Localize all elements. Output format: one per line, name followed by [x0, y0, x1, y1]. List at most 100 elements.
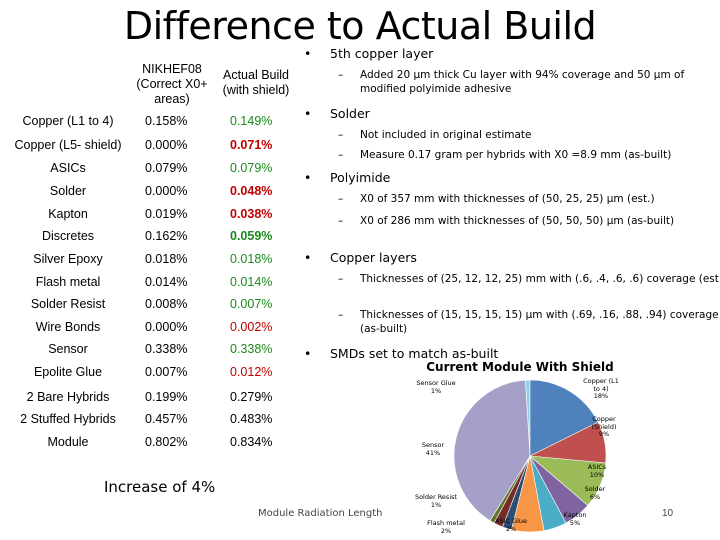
pie-label: Solder 6%	[580, 485, 610, 501]
table-row: Copper (L5- shield) 0.000% 0.071%	[0, 138, 300, 160]
pie-label-text: ASICs	[587, 463, 607, 471]
row-label: Epolite Glue	[33, 365, 103, 379]
row-value-nikhef08: 0.018%	[145, 252, 188, 266]
row-value-actual: 0.007%	[230, 297, 273, 311]
row-label: Solder Resist	[30, 297, 106, 311]
sub-bullet-dash: –	[338, 193, 344, 205]
table-row: Discretes 0.162% 0.059%	[0, 229, 300, 251]
sub-bullet-text: X0 of 286 mm with thicknesses of (50, 50…	[360, 215, 675, 227]
bullet-text: Polyimide	[330, 170, 391, 185]
table-row: Solder 0.000% 0.048%	[0, 184, 300, 206]
table-row: Sensor 0.338% 0.338%	[0, 342, 300, 364]
row-value-actual: 0.079%	[230, 161, 273, 175]
row-value-nikhef08: 0.000%	[145, 138, 188, 152]
row-value-nikhef08: 0.199%	[145, 390, 188, 404]
pie-label-percent: 1%	[430, 386, 442, 395]
increase-note: Increase of 4%	[104, 478, 216, 496]
row-value-nikhef08: 0.457%	[145, 412, 188, 426]
pie-label-text: Sensor	[421, 441, 445, 449]
row-value-nikhef08: 0.802%	[145, 435, 188, 449]
row-label: Discretes	[41, 229, 95, 243]
row-value-nikhef08: 0.008%	[145, 297, 188, 311]
pie-label-text: Sensor Glue	[416, 379, 456, 387]
bullet-dot: •	[304, 46, 312, 61]
pie-svg	[453, 379, 607, 533]
row-value-nikhef08: 0.019%	[145, 207, 188, 221]
pie-label-text: ASIC Glue	[494, 517, 528, 525]
bullet-text: Copper layers	[330, 250, 417, 265]
table-row: Copper (L1 to 4) 0.158% 0.149%	[0, 114, 300, 136]
row-label: 2 Bare Hybrids	[26, 390, 110, 404]
bullet-dot: •	[304, 106, 312, 121]
sub-bullet-dash: –	[338, 309, 344, 321]
pie-label-text: Copper (L1 to 4)	[583, 377, 619, 393]
row-value-actual: 0.834%	[230, 435, 273, 449]
bullet-text: Solder	[330, 106, 370, 121]
row-label: Solder	[49, 184, 87, 198]
header-nikhef08: NIKHEF08 (Correct X0+ areas)	[136, 62, 208, 106]
pie-label-percent: 2%	[505, 524, 517, 533]
sub-bullet-dash: –	[338, 129, 344, 141]
table-row: ASICs 0.079% 0.079%	[0, 161, 300, 183]
row-value-nikhef08: 0.158%	[145, 114, 188, 128]
sub-bullet-text: Measure 0.17 gram per hybrids with X0 =8…	[360, 149, 672, 161]
row-label: Copper (L1 to 4)	[22, 114, 114, 128]
row-value-nikhef08: 0.014%	[145, 275, 188, 289]
pie-label: ASIC Glue 2%	[494, 517, 528, 533]
sub-bullet-dash: –	[338, 149, 344, 161]
chart-title: Current Module With Shield	[426, 360, 614, 374]
header-actual-build: Actual Build (with shield)	[222, 68, 290, 97]
row-value-nikhef08: 0.000%	[145, 184, 188, 198]
row-value-nikhef08: 0.000%	[145, 320, 188, 334]
bullet-dot: •	[304, 250, 312, 265]
row-value-nikhef08: 0.079%	[145, 161, 188, 175]
row-label: Sensor	[48, 342, 88, 356]
footer-text: Module Radiation Length	[258, 508, 383, 519]
table-row: Kapton 0.019% 0.038%	[0, 207, 300, 229]
pie-label-percent: 9%	[598, 430, 610, 438]
table-row: Flash metal 0.014% 0.014%	[0, 275, 300, 297]
row-value-actual: 0.018%	[230, 252, 273, 266]
row-value-actual: 0.048%	[230, 184, 273, 198]
pie-label: Solder Resist 1%	[414, 493, 458, 509]
row-label: ASICs	[50, 161, 86, 175]
bullet-dot: •	[304, 346, 312, 361]
row-value-actual: 0.071%	[230, 138, 273, 152]
sub-bullet-text: Thicknesses of (15, 15, 15, 15) μm with …	[360, 309, 719, 335]
row-value-actual: 0.149%	[230, 114, 273, 128]
pie-label-text: Flash metal	[427, 519, 465, 527]
row-label: Silver Epoxy	[33, 252, 103, 266]
bullet-text: 5th copper layer	[330, 46, 434, 61]
pie-label-text: Kapton	[563, 511, 587, 519]
pie-label: Sensor Glue 1%	[414, 379, 458, 395]
pie-label-percent: 10%	[589, 470, 605, 479]
pie-label-percent: 18%	[593, 392, 609, 400]
row-value-actual: 0.014%	[230, 275, 273, 289]
table-row: Epolite Glue 0.007% 0.012%	[0, 365, 300, 387]
row-value-nikhef08: 0.162%	[145, 229, 188, 243]
pie-label-percent: 5%	[569, 518, 581, 527]
row-value-actual: 0.483%	[230, 412, 273, 426]
pie-label: Flash metal 2%	[426, 519, 466, 535]
pie-label: Copper (Shield) 9%	[586, 415, 622, 439]
sub-bullet-dash: –	[338, 215, 344, 227]
pie-label: Copper (L1 to 4) 18%	[580, 377, 622, 401]
table-row: Wire Bonds 0.000% 0.002%	[0, 320, 300, 342]
pie-label-text: Solder Resist	[414, 493, 458, 501]
pie-label: Sensor 41%	[418, 441, 448, 457]
pie-label-text: Copper (Shield)	[591, 415, 617, 431]
row-label: Flash metal	[35, 275, 101, 289]
pie-label-percent: 1%	[430, 500, 442, 509]
row-value-actual: 0.012%	[230, 365, 273, 379]
table-row: Silver Epoxy 0.018% 0.018%	[0, 252, 300, 274]
table-row: Solder Resist 0.008% 0.007%	[0, 297, 300, 319]
sub-bullet-text: Thicknesses of (25, 12, 12, 25) mm with …	[360, 273, 720, 285]
pie-label-percent: 2%	[440, 526, 452, 535]
page-number: 10	[662, 508, 674, 519]
pie-slice	[453, 379, 531, 522]
pie-label-percent: 6%	[589, 492, 601, 501]
pie-chart: Current Module With Shield Sensor Glue 1%…	[415, 360, 622, 540]
pie-label-text: Solder	[584, 485, 606, 493]
pie-slice	[529, 379, 599, 457]
table-row: Module 0.802% 0.834%	[0, 435, 300, 457]
